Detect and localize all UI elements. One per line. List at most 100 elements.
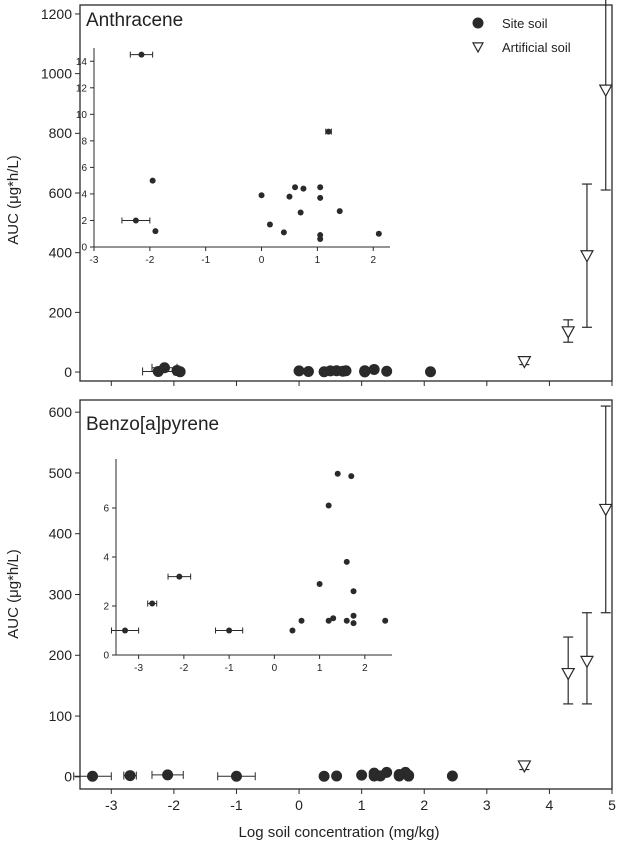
benzo-a-pyrene-inset-site-soil-point bbox=[298, 617, 305, 624]
anthracene-inset-site-soil-point bbox=[317, 184, 324, 191]
benzo-a-pyrene-inset-site-soil-point bbox=[343, 617, 350, 624]
benzo-a-pyrene-x-tick-label: 2 bbox=[420, 797, 428, 813]
benzo-a-pyrene-inset-site-soil-point bbox=[350, 588, 357, 595]
benzo-a-pyrene-site-soil-point bbox=[331, 770, 343, 782]
anthracene-site-soil-point bbox=[340, 365, 352, 377]
anthracene-site-soil-point bbox=[302, 366, 314, 378]
benzo-a-pyrene-inset-site-soil-point bbox=[348, 473, 355, 480]
benzo-a-pyrene-site-soil-point bbox=[318, 770, 330, 782]
benzo-a-pyrene-inset-x-tick-label: 0 bbox=[272, 663, 278, 674]
benzo-a-pyrene-x-tick-label: 4 bbox=[546, 797, 554, 813]
benzo-a-pyrene-x-tick-label: 0 bbox=[295, 797, 303, 813]
benzo-a-pyrene-inset-site-soil-point bbox=[289, 627, 296, 634]
benzo-a-pyrene-inset-site-soil-point bbox=[325, 617, 332, 624]
anthracene-inset-y-tick-label: 2 bbox=[81, 216, 87, 227]
benzo-a-pyrene-x-tick-label: 1 bbox=[358, 797, 366, 813]
benzo-a-pyrene-artificial-soil-point bbox=[561, 667, 576, 681]
anthracene-inset-site-soil-point bbox=[266, 221, 273, 228]
benzo-a-pyrene-inset-y-tick-label: 4 bbox=[103, 553, 109, 564]
anthracene-inset-y-tick-label: 0 bbox=[81, 243, 87, 254]
anthracene-inset-y-tick-label: 4 bbox=[81, 189, 87, 200]
benzo-a-pyrene-inset-y-tick-label: 2 bbox=[103, 602, 109, 613]
benzo-a-pyrene-y-tick-label: 300 bbox=[49, 586, 73, 602]
benzo-a-pyrene-artificial-soil-point bbox=[517, 760, 532, 774]
benzo-a-pyrene-inset-site-soil-point bbox=[382, 617, 389, 624]
benzo-a-pyrene-y-tick-label: 100 bbox=[49, 708, 73, 724]
anthracene-site-soil-point bbox=[359, 366, 371, 378]
anthracene-inset-site-soil-point bbox=[375, 230, 382, 237]
anthracene-y-axis-label: AUC (μg*h/L) bbox=[5, 155, 22, 245]
anthracene-frame bbox=[79, 4, 613, 382]
anthracene-inset-x-tick-label: 1 bbox=[315, 255, 321, 266]
anthracene-inset-site-soil-point bbox=[152, 228, 159, 235]
benzo-a-pyrene-x-tick-label: -1 bbox=[230, 797, 243, 813]
anthracene-artificial-soil-point bbox=[598, 84, 613, 98]
benzo-a-pyrene-site-soil-point bbox=[230, 770, 242, 782]
benzo-a-pyrene-frame bbox=[79, 399, 613, 790]
anthracene-site-soil-point bbox=[424, 366, 436, 378]
benzo-a-pyrene-site-soil-point bbox=[446, 770, 458, 782]
benzo-a-pyrene-inset-site-soil-point bbox=[176, 573, 183, 580]
anthracene-inset-site-soil-point bbox=[336, 208, 343, 215]
anthracene-inset-x-tick-label: -1 bbox=[201, 255, 210, 266]
anthracene-site-soil-point bbox=[174, 366, 186, 378]
anthracene-y-tick-label: 600 bbox=[49, 185, 73, 201]
anthracene-inset-x-tick-label: 0 bbox=[259, 255, 265, 266]
benzo-a-pyrene-site-soil-point bbox=[124, 770, 136, 782]
anthracene-artificial-soil-point bbox=[579, 250, 594, 263]
benzo-a-pyrene-inset-y-tick-label: 6 bbox=[103, 504, 109, 515]
anthracene-site-soil-point bbox=[368, 363, 380, 375]
anthracene-inset-site-soil-point bbox=[292, 184, 299, 191]
anthracene-y-tick-label: 1200 bbox=[41, 6, 72, 22]
anthracene-site-soil-point bbox=[381, 365, 393, 377]
anthracene-inset-site-soil-point bbox=[297, 209, 304, 216]
benzo-a-pyrene-x-tick-label: -2 bbox=[168, 797, 181, 813]
benzo-a-pyrene-inset-x-tick-label: 2 bbox=[362, 663, 368, 674]
benzo-a-pyrene-x-tick-label: 5 bbox=[608, 797, 616, 813]
benzo-a-pyrene-x-tick-label: 3 bbox=[483, 797, 491, 813]
benzo-a-pyrene-artificial-soil-point bbox=[598, 503, 613, 517]
anthracene-inset-site-soil-point bbox=[258, 192, 265, 199]
anthracene-inset-x-tick-label: -2 bbox=[145, 255, 154, 266]
benzo-a-pyrene-panel-label: Benzo[a]pyrene bbox=[86, 414, 219, 435]
anthracene-inset-x-tick-label: 2 bbox=[370, 255, 376, 266]
anthracene-inset-x-tick-label: -3 bbox=[90, 255, 99, 266]
anthracene-inset-y-tick-label: 6 bbox=[81, 163, 87, 174]
benzo-a-pyrene-inset-x-tick-label: -1 bbox=[225, 663, 234, 674]
benzo-a-pyrene-y-tick-label: 500 bbox=[49, 465, 73, 481]
anthracene-inset-y-tick-label: 10 bbox=[76, 110, 88, 121]
benzo-a-pyrene-site-soil-point bbox=[381, 766, 393, 778]
benzo-a-pyrene-inset-site-soil-point bbox=[149, 600, 156, 607]
benzo-a-pyrene-site-soil-point bbox=[87, 770, 99, 782]
anthracene-artificial-soil-point bbox=[561, 326, 576, 339]
anthracene-legend-marker bbox=[471, 42, 485, 54]
anthracene-y-tick-label: 800 bbox=[49, 125, 73, 141]
anthracene-inset-site-soil-point bbox=[325, 128, 332, 135]
benzo-a-pyrene-y-axis-label: AUC (μg*h/L) bbox=[5, 549, 22, 639]
benzo-a-pyrene-y-tick-label: 400 bbox=[49, 526, 73, 542]
anthracene-inset-site-soil-point bbox=[149, 177, 156, 184]
anthracene-inset-site-soil-point bbox=[286, 193, 293, 200]
benzo-a-pyrene-inset-site-soil-point bbox=[122, 627, 129, 634]
benzo-a-pyrene-inset-y-tick-label: 0 bbox=[103, 651, 109, 662]
anthracene-inset-y-tick-label: 12 bbox=[76, 83, 88, 94]
anthracene-artificial-soil-point bbox=[517, 356, 532, 369]
benzo-a-pyrene-inset-site-soil-point bbox=[350, 612, 357, 619]
benzo-a-pyrene-y-tick-label: 600 bbox=[49, 404, 73, 420]
benzo-a-pyrene-inset-site-soil-point bbox=[325, 502, 332, 509]
anthracene-legend-label: Artificial soil bbox=[502, 40, 571, 55]
benzo-a-pyrene-y-tick-label: 0 bbox=[64, 769, 72, 785]
anthracene-y-tick-label: 400 bbox=[49, 245, 73, 261]
anthracene-y-tick-label: 1000 bbox=[41, 66, 72, 82]
anthracene-legend-label: Site soil bbox=[502, 16, 548, 31]
benzo-a-pyrene-inset-site-soil-point bbox=[226, 627, 233, 634]
anthracene-inset-site-soil-point bbox=[132, 217, 139, 224]
benzo-a-pyrene-inset-site-soil-point bbox=[350, 620, 357, 627]
anthracene-inset-site-soil-point bbox=[317, 194, 324, 201]
benzo-a-pyrene-inset-site-soil-point bbox=[343, 558, 350, 565]
benzo-a-pyrene-site-soil-point bbox=[403, 770, 415, 782]
benzo-a-pyrene-y-tick-label: 200 bbox=[49, 647, 73, 663]
benzo-a-pyrene-site-soil-point bbox=[162, 769, 174, 781]
